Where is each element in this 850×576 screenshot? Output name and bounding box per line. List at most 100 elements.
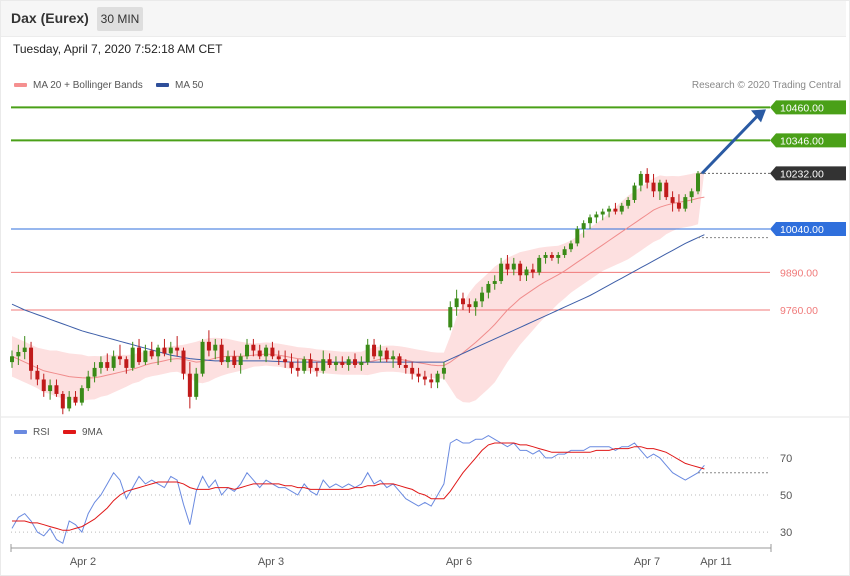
candle-body-104 — [670, 197, 675, 203]
ma20-swatch — [14, 83, 27, 88]
candle-body-100 — [645, 173, 650, 183]
candle-body-29 — [194, 373, 199, 397]
level-label-0: 10460.00 — [780, 102, 824, 114]
candle-body-12 — [86, 376, 91, 389]
candle-body-101 — [651, 182, 656, 192]
candle-body-61 — [397, 356, 402, 365]
x-tick-label-3: Apr 7 — [634, 556, 660, 568]
level-label-3: 10040.00 — [780, 224, 824, 236]
timeframe-button[interactable]: 30 MIN — [97, 7, 143, 31]
rsi-tick-2: 30 — [780, 527, 792, 539]
candle-body-107 — [689, 191, 694, 198]
candle-body-25 — [168, 347, 173, 354]
candle-body-32 — [213, 344, 218, 351]
candle-body-80 — [518, 263, 523, 276]
candle-body-96 — [619, 205, 624, 212]
candle-body-2 — [22, 347, 27, 352]
candle-body-33 — [219, 344, 224, 363]
candle-body-9 — [67, 396, 72, 409]
candle-body-59 — [384, 350, 389, 360]
candle-body-102 — [657, 182, 662, 192]
candle-body-5 — [41, 379, 46, 392]
candle-body-89 — [575, 228, 580, 244]
level-label-bg-1 — [770, 133, 846, 148]
candle-body-43 — [283, 359, 288, 363]
candle-body-50 — [327, 359, 332, 365]
x-tick-label-0: Apr 2 — [70, 556, 96, 568]
candle-body-78 — [505, 263, 510, 270]
candle-body-83 — [537, 257, 542, 273]
candle-body-24 — [162, 347, 167, 354]
rsi-tick-0: 70 — [780, 453, 792, 465]
candle-body-11 — [79, 388, 84, 403]
candle-body-48 — [314, 367, 319, 371]
legend-ma20-label: MA 20 + Bollinger Bands — [33, 80, 143, 91]
candle-body-87 — [562, 249, 567, 255]
candle-body-52 — [340, 362, 345, 365]
bollinger-band — [12, 171, 705, 403]
candle-body-82 — [530, 269, 535, 273]
ma50-line — [11, 234, 705, 363]
x-tick-label-2: Apr 6 — [446, 556, 472, 568]
legend-ma50: MA 50 — [156, 80, 203, 91]
candle-body-54 — [353, 359, 357, 365]
candle-body-7 — [54, 385, 59, 394]
rsi-tick-1: 50 — [780, 490, 792, 502]
candle-body-18 — [124, 359, 129, 368]
candle-body-38 — [251, 344, 256, 351]
candle-body-106 — [683, 197, 688, 209]
candle-body-76 — [492, 281, 497, 284]
level-label-bg-3 — [770, 221, 846, 236]
candle-body-10 — [73, 396, 78, 403]
candle-body-58 — [378, 350, 383, 357]
candle-body-30 — [200, 341, 205, 374]
x-tick-label-1: Apr 3 — [258, 556, 284, 568]
candle-body-34 — [225, 356, 230, 363]
ma50-swatch — [156, 83, 169, 88]
candle-body-56 — [365, 344, 370, 363]
candle-body-16 — [111, 356, 116, 368]
rsi-ma-swatch — [63, 430, 76, 435]
candle-body-90 — [581, 223, 586, 229]
level-label-bg-2 — [770, 166, 846, 181]
candle-body-44 — [289, 362, 294, 368]
legend-rsi: RSI — [14, 427, 50, 438]
candle-body-81 — [524, 269, 529, 276]
instrument-title: Dax (Eurex) — [11, 10, 89, 26]
candle-body-91 — [588, 217, 593, 224]
candle-body-46 — [302, 359, 307, 371]
candle-body-97 — [626, 200, 631, 206]
candle-body-69 — [448, 307, 453, 328]
candle-body-70 — [454, 298, 459, 308]
candle-body-47 — [308, 359, 313, 368]
candle-body-41 — [270, 347, 275, 357]
candle-body-88 — [568, 243, 573, 250]
legend-rsi-ma-label: 9MA — [82, 427, 103, 438]
candle-body-17 — [117, 356, 122, 360]
candle-body-103 — [664, 182, 669, 198]
chart-header: Dax (Eurex) 30 MIN — [0, 0, 846, 37]
candle-body-0 — [10, 356, 14, 363]
candle-body-79 — [511, 263, 516, 270]
candle-body-108 — [696, 173, 700, 192]
candle-body-92 — [594, 214, 599, 218]
candle-body-55 — [359, 362, 364, 365]
candle-body-28 — [187, 373, 192, 397]
credit-text: Research © 2020 Trading Central — [691, 80, 841, 91]
candle-body-65 — [422, 376, 427, 380]
candle-body-77 — [499, 263, 504, 282]
candle-body-85 — [549, 255, 554, 258]
rsi-series-1 — [12, 442, 705, 531]
candle-body-51 — [333, 362, 338, 365]
timestamp: Tuesday, April 7, 2020 7:52:18 AM CET — [13, 42, 223, 56]
level-label-bg-0 — [770, 100, 846, 115]
rsi-series-0 — [11, 435, 705, 545]
candle-body-64 — [416, 373, 421, 377]
candle-body-36 — [238, 356, 243, 365]
legend-ma20: MA 20 + Bollinger Bands — [14, 80, 143, 91]
candle-body-8 — [60, 393, 65, 409]
candle-body-13 — [92, 367, 97, 377]
legend-ma50-label: MA 50 — [175, 80, 204, 91]
ma20-line — [11, 196, 705, 379]
candle-body-39 — [257, 350, 262, 357]
